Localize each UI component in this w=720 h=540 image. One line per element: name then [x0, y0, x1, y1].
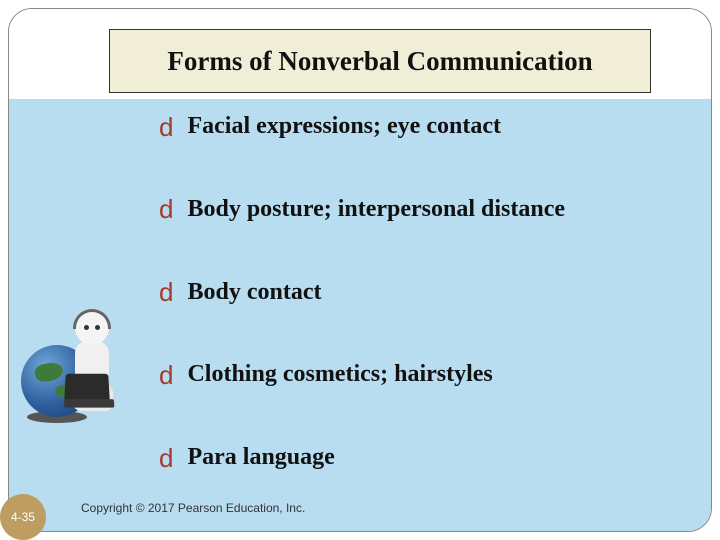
bullet-text: Body posture; interpersonal distance: [187, 196, 565, 223]
person-figure-icon: [61, 311, 121, 411]
copyright-text: Copyright © 2017 Pearson Education, Inc.: [81, 501, 305, 515]
list-item: d Facial expressions; eye contact: [159, 113, 671, 140]
list-item: d Body posture; interpersonal distance: [159, 196, 671, 223]
page-number: 4-35: [11, 510, 35, 524]
bullet-text: Para language: [187, 444, 334, 471]
slide-title: Forms of Nonverbal Communication: [167, 46, 592, 77]
bullet-text: Body contact: [187, 279, 321, 306]
headset-icon: [73, 309, 111, 329]
list-item: d Clothing cosmetics; hairstyles: [159, 361, 671, 388]
title-box: Forms of Nonverbal Communication: [109, 29, 651, 93]
list-item: d Para language: [159, 444, 671, 471]
swirl-bullet-icon: d: [159, 196, 173, 222]
swirl-bullet-icon: d: [159, 445, 173, 471]
bullet-text: Facial expressions; eye contact: [187, 113, 501, 140]
bullet-list: d Facial expressions; eye contact d Body…: [159, 113, 671, 471]
list-item: d Body contact: [159, 279, 671, 306]
slide-frame: Forms of Nonverbal Communication d Facia…: [8, 8, 712, 532]
bullet-text: Clothing cosmetics; hairstyles: [187, 361, 492, 388]
swirl-bullet-icon: d: [159, 114, 173, 140]
laptop-icon: [64, 374, 110, 401]
swirl-bullet-icon: d: [159, 362, 173, 388]
swirl-bullet-icon: d: [159, 279, 173, 305]
clipart-figure-globe: [17, 287, 127, 417]
slide: Forms of Nonverbal Communication d Facia…: [0, 0, 720, 540]
page-number-badge: 4-35: [0, 494, 46, 540]
